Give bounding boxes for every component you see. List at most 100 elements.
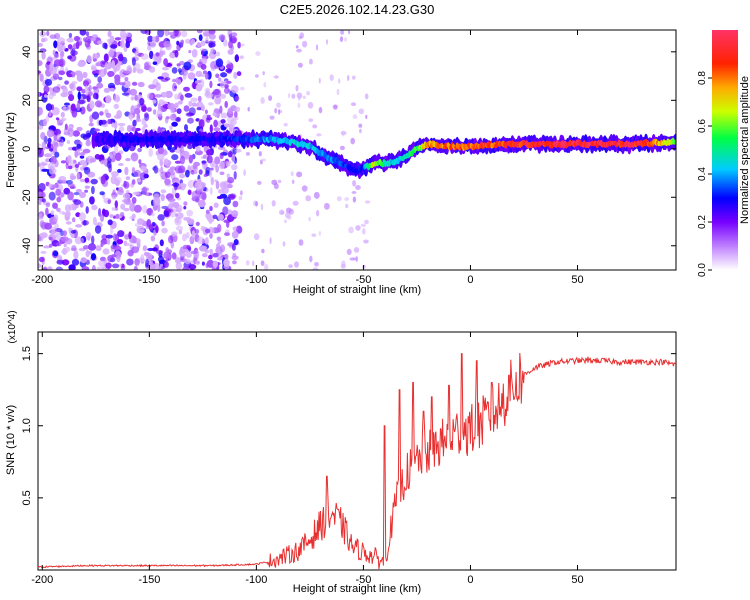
spectrogram-noise-cell [163, 210, 170, 218]
spectrogram-noise-cell [75, 41, 80, 49]
spectrogram-noise-cell [115, 152, 122, 161]
spectrogram-noise-cell [172, 82, 177, 92]
spectrogram-noise-cell [123, 70, 132, 74]
spectrogram-noise-cell [245, 152, 250, 156]
spectrogram-noise-cell [238, 196, 243, 201]
spectrogram-noise-cell [91, 185, 95, 195]
spectrogram-noise-cell [110, 226, 114, 235]
spectrogram-noise-cell [110, 244, 117, 250]
spectrogram-noise-cell [227, 151, 233, 158]
spectrogram-noise-cell [232, 200, 239, 208]
spectrogram-noise-cell [126, 125, 132, 133]
spectrogram-noise-cell [278, 109, 281, 115]
spectrogram-noise-cell [44, 222, 52, 230]
spectrogram-noise-cell [118, 53, 124, 62]
spectrogram-noise-cell [260, 260, 265, 267]
spectrogram-noise-cell [355, 185, 361, 190]
spectrogram-noise-cell [208, 33, 216, 40]
snr-ylabel: SNR (10 * v/v) [5, 405, 17, 475]
spectrogram-noise-cell [86, 95, 90, 101]
spectrogram-noise-cell [70, 185, 77, 190]
spectrogram-noise-cell [208, 102, 214, 106]
spectrogram-noise-cell [73, 192, 80, 196]
spectrogram-noise-cell [45, 202, 51, 208]
spectrogram-noise-cell [57, 37, 66, 44]
spectrogram-noise-cell [52, 202, 58, 209]
spectrogram-noise-cell [187, 179, 195, 189]
spectrogram-noise-cell [47, 266, 53, 270]
spectrogram-noise-cell [205, 228, 211, 234]
spectrogram-noise-cell [51, 184, 60, 189]
spectrogram-noise-cell [84, 85, 89, 94]
y-tick-label: 1.5 [21, 346, 33, 361]
spectrogram-noise-cell [181, 30, 188, 38]
spectrogram-noise-cell [41, 51, 46, 60]
spectrogram-noise-cell [98, 208, 102, 217]
spectrogram-noise-cell [115, 213, 120, 219]
spectrogram-noise-cell [156, 108, 163, 118]
spectrogram-noise-cell [119, 40, 125, 48]
spectrogram-noise-cell [161, 227, 168, 234]
spectrogram-noise-cell [329, 74, 334, 81]
spectrogram-noise-cell [137, 218, 144, 225]
spectrogram-noise-cell [81, 266, 90, 270]
spectrogram-noise-cell [233, 117, 239, 121]
spectrogram-noise-cell [217, 189, 224, 194]
spectrogram-noise-cell [61, 236, 69, 243]
spectrogram-noise-cell [171, 154, 179, 161]
spectrogram-noise-cell [177, 100, 183, 105]
spectrogram-noise-cell [116, 110, 122, 119]
spectrogram-noise-cell [263, 81, 267, 88]
spectrogram-noise-cell [81, 88, 86, 94]
spectrogram-noise-cell [269, 115, 275, 120]
spectrogram-noise-cell [83, 167, 89, 171]
spectrogram-noise-cell [287, 215, 292, 220]
spectrogram-noise-cell [152, 247, 158, 252]
spectrogram-noise-cell [80, 257, 87, 264]
spectrogram-noise-cell [194, 170, 198, 175]
chart-title: C2E5.2026.102.14.23.G30 [280, 2, 435, 17]
spectrogram-noise-cell [123, 181, 130, 189]
spectrogram-noise-cell [206, 114, 211, 118]
spectrogram-noise-cell [62, 105, 67, 110]
spectrogram-noise-cell [48, 191, 56, 201]
spectrogram-noise-cell [118, 126, 125, 132]
x-tick-label: 50 [571, 574, 583, 586]
spectrogram-noise-cell [123, 207, 130, 212]
spectrogram-noise-cell [48, 110, 52, 117]
spectrogram-noise-cell [183, 86, 190, 92]
spectrogram-noise-cell [103, 53, 109, 62]
spectrogram-noise-cell [157, 76, 164, 80]
spectrogram-noise-cell [212, 260, 218, 268]
spectrogram-noise-cell [74, 163, 80, 168]
spectrogram-noise-cell [106, 238, 111, 245]
spectrogram-noise-cell [282, 241, 286, 247]
spectrogram-noise-cell [219, 152, 224, 160]
spectrogram-noise-cell [195, 260, 200, 265]
spectrogram-noise-cell [119, 82, 126, 86]
spectrogram-noise-cell [247, 106, 250, 112]
spectrogram-noise-cell [165, 90, 173, 99]
spectrogram-noise-cell [255, 74, 259, 78]
spectrogram-noise-cell [206, 116, 213, 121]
spectrogram-noise-cell [130, 152, 139, 162]
spectrogram-noise-cell [132, 236, 137, 244]
spectrogram-noise-cell [171, 252, 177, 260]
spectrogram-noise-cell [153, 197, 161, 206]
spectrogram-noise-cell [358, 108, 365, 115]
spectrogram-noise-cell [296, 48, 302, 53]
spectrogram-noise-cell [46, 30, 50, 36]
snr-panel: -200 -150 -100 -50 0 50 0.5 1.0 1.5 Height of s… [5, 310, 677, 595]
spectrogram-noise-cell [201, 261, 205, 266]
spectrogram-noise-cell [55, 266, 63, 270]
spectrogram-noise-cell [155, 249, 164, 255]
snr-series-line [38, 352, 676, 570]
spectrogram-noise-cell [38, 107, 43, 116]
spectrogram-noise-cell [315, 44, 319, 51]
spectrogram-noise-cell [124, 77, 129, 81]
spectrogram-noise-cell [141, 105, 147, 112]
spectrogram-noise-cell [107, 70, 115, 77]
spectrogram-noise-cell [226, 80, 232, 84]
spectrogram-noise-cell [252, 260, 255, 267]
